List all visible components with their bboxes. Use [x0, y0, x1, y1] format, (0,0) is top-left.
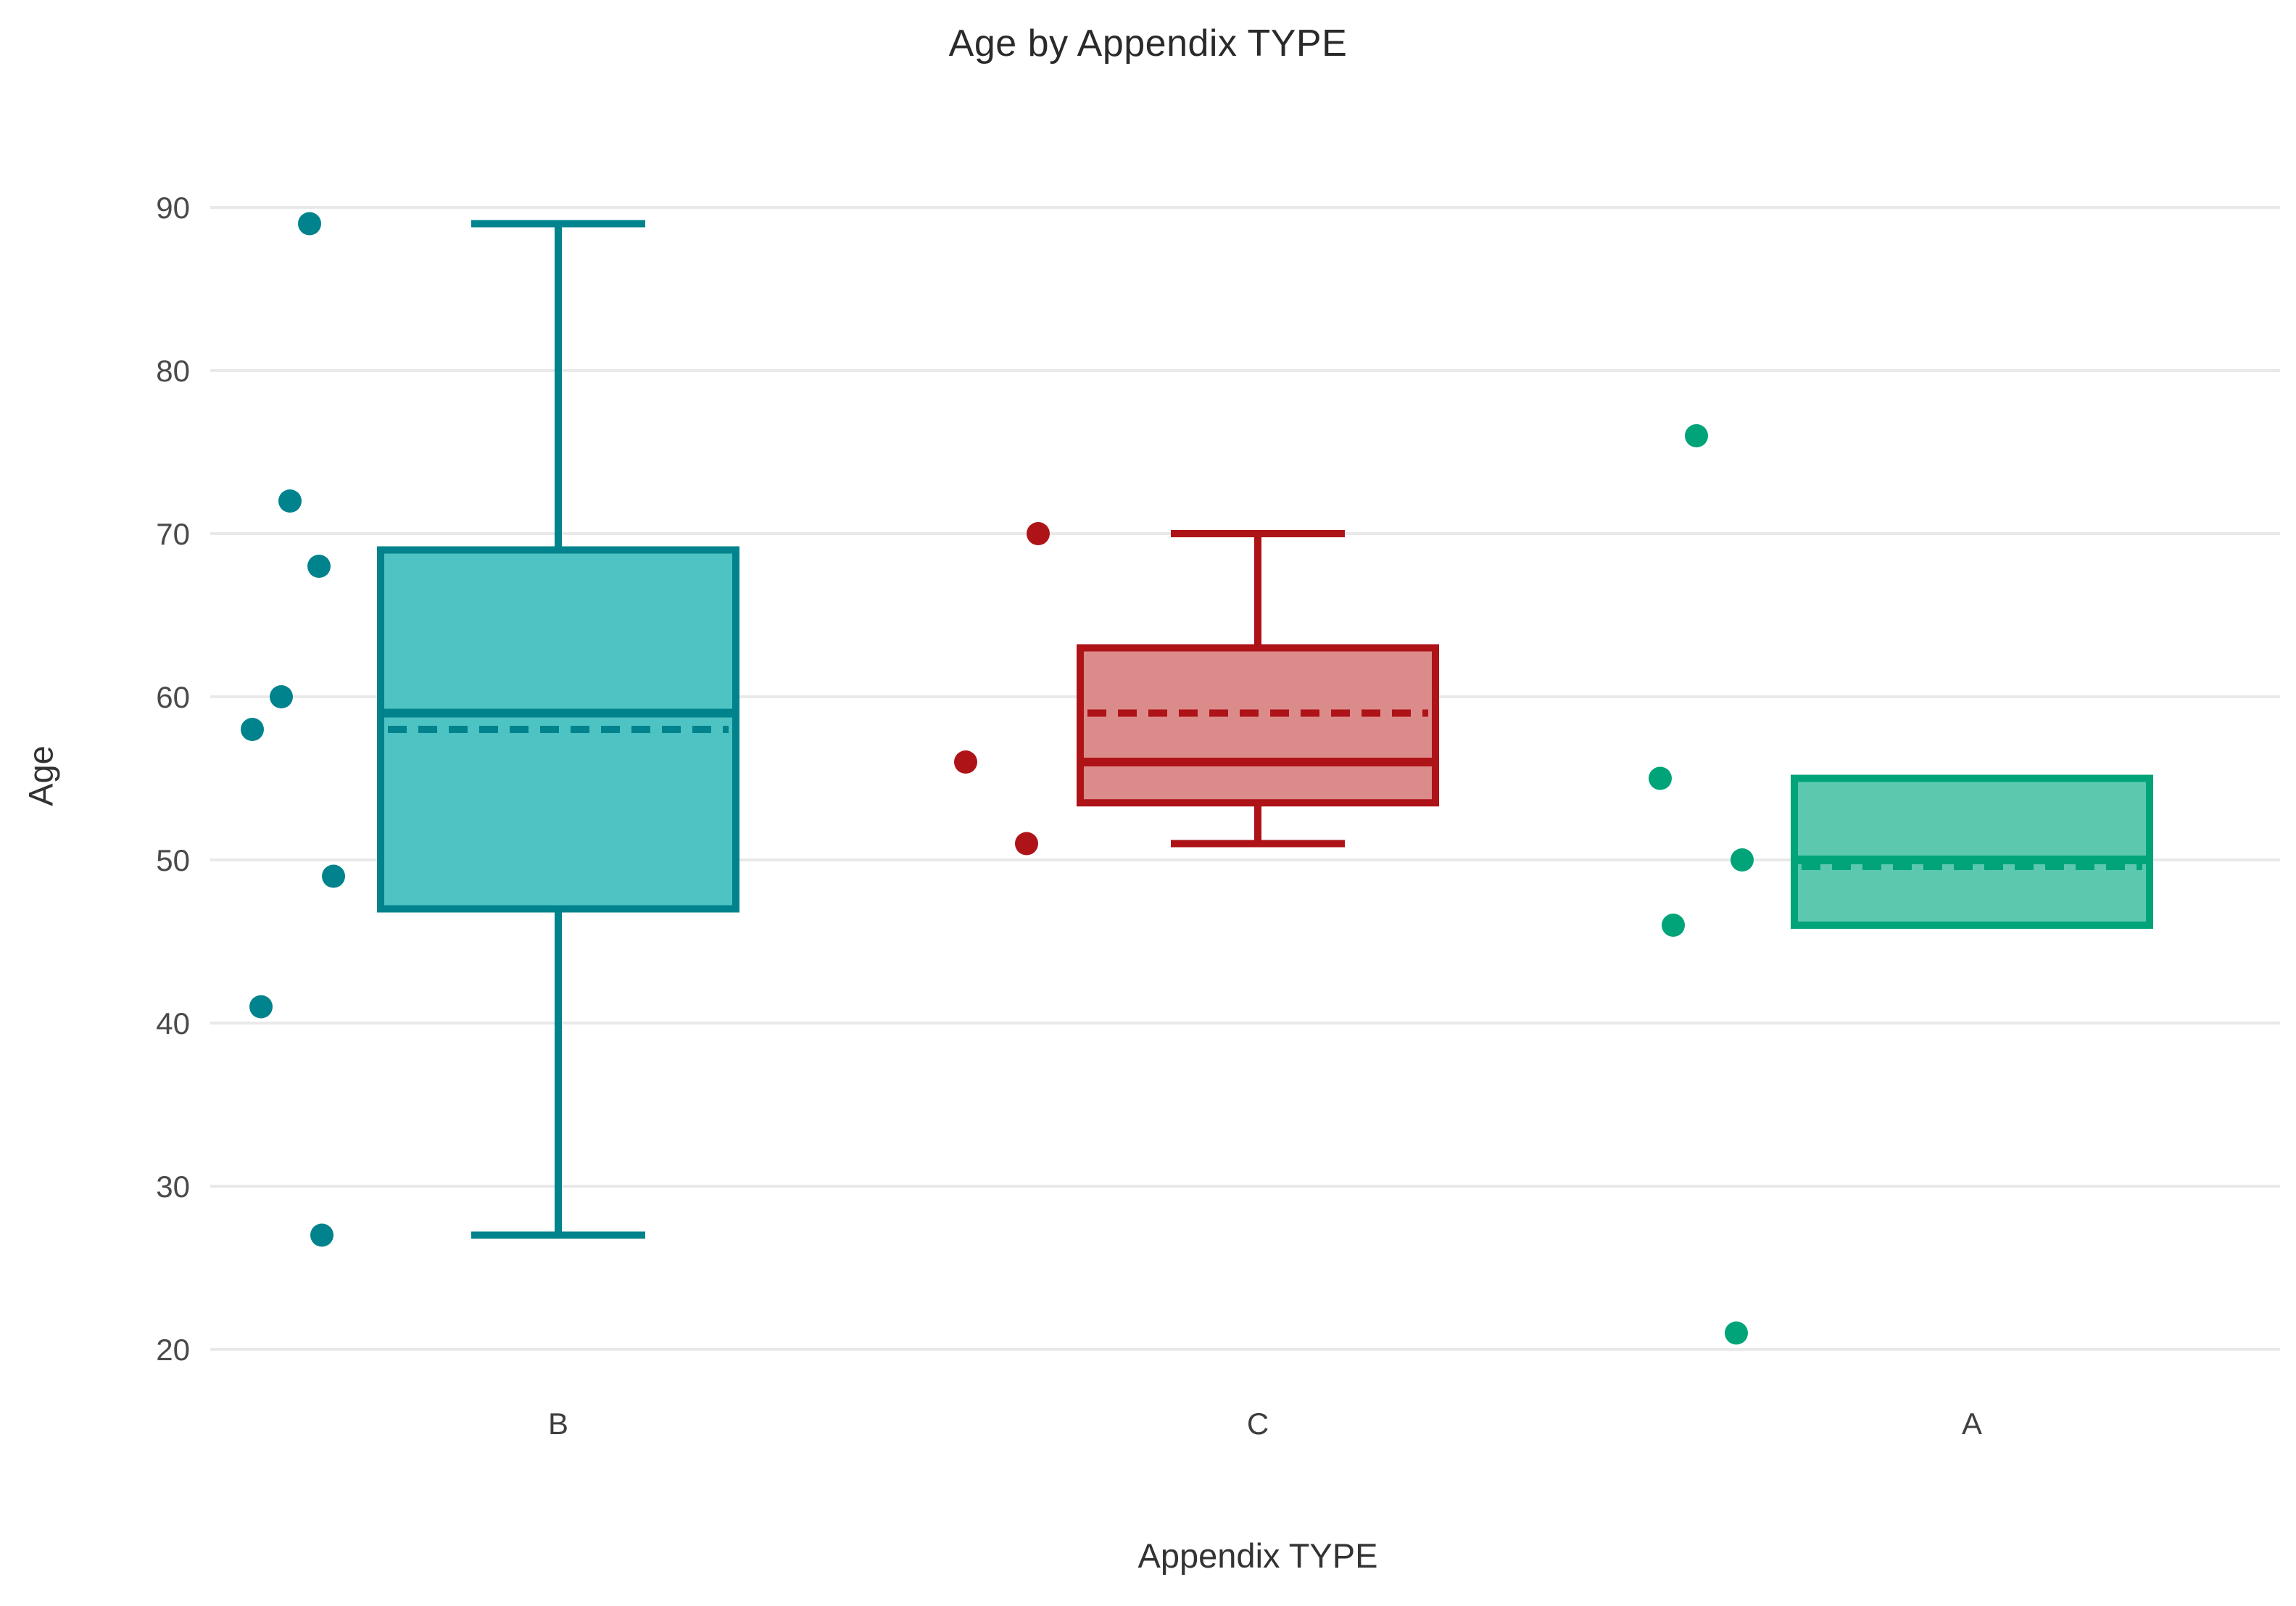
- box-A: [1791, 774, 2153, 929]
- x-category-label-B: B: [548, 1407, 568, 1441]
- data-point-A-76: [1685, 424, 1708, 447]
- data-point-B-58: [241, 718, 264, 741]
- data-point-A-55: [1649, 766, 1672, 790]
- y-tick-label-80: 80: [156, 354, 190, 388]
- data-point-A-46: [1662, 914, 1685, 937]
- data-point-B-72: [278, 489, 302, 513]
- data-point-B-49: [322, 864, 345, 888]
- x-axis-title: Appendix TYPE: [1137, 1536, 1378, 1575]
- data-point-A-21: [1725, 1321, 1748, 1345]
- data-point-B-68: [307, 555, 331, 578]
- box-C: [1077, 644, 1439, 807]
- y-tick-label-90: 90: [156, 191, 190, 225]
- data-point-B-60: [270, 685, 293, 708]
- y-tick-label-70: 70: [156, 517, 190, 551]
- y-tick-label-60: 60: [156, 680, 190, 714]
- y-axis-title: Age: [21, 745, 60, 806]
- data-point-B-89: [298, 212, 321, 236]
- data-point-A-50: [1731, 848, 1754, 872]
- data-point-C-70: [1027, 522, 1050, 545]
- data-point-B-27: [310, 1223, 333, 1247]
- y-tick-label-30: 30: [156, 1170, 190, 1204]
- x-category-label-A: A: [1962, 1407, 1982, 1441]
- x-category-label-C: C: [1247, 1407, 1269, 1441]
- y-tick-label-50: 50: [156, 843, 190, 877]
- data-point-B-41: [249, 995, 273, 1019]
- y-tick-label-20: 20: [156, 1333, 190, 1367]
- data-point-C-56: [954, 750, 977, 774]
- data-point-C-51: [1015, 832, 1038, 856]
- y-tick-label-40: 40: [156, 1006, 190, 1040]
- chart-title: Age by Appendix TYPE: [948, 22, 1348, 65]
